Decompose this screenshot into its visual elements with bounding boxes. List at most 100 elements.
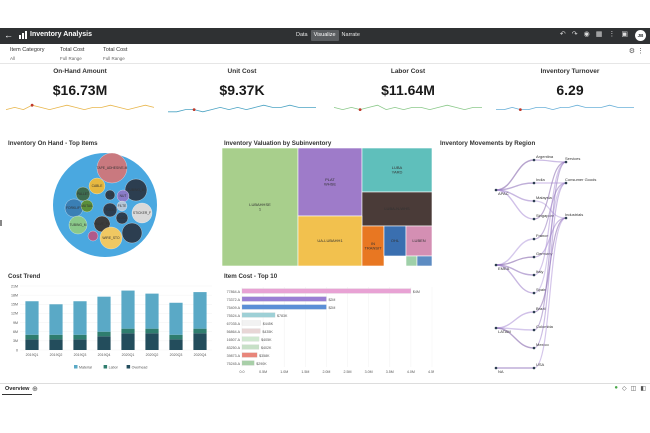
kpi-inventory-turnover[interactable]: Inventory Turnover 6.29 xyxy=(490,68,650,120)
legend-label: Overhead xyxy=(132,365,148,369)
save-icon[interactable]: ▣ xyxy=(621,31,628,38)
panel-icon[interactable]: ◧ xyxy=(640,386,646,392)
sankey-node xyxy=(532,237,536,241)
sankey-country-label: India xyxy=(536,177,545,182)
data-label: $290K xyxy=(256,362,267,366)
pin-icon[interactable]: ● xyxy=(614,385,619,391)
sankey-node xyxy=(532,291,536,295)
back-arrow-icon[interactable]: ← xyxy=(4,30,13,40)
sankey-region-label: EMEA xyxy=(498,266,510,271)
bar xyxy=(241,304,327,310)
treemap-cell xyxy=(405,255,418,266)
sankey-link xyxy=(495,327,535,349)
sankey-node xyxy=(532,328,536,332)
y-tick-label: 73372.A xyxy=(227,298,241,302)
y-tick-label: 9M xyxy=(13,321,18,325)
movements-sankey[interactable]: Argentina India Malaysia Singapore France Ger… xyxy=(488,150,598,375)
bubble-label: VALVE_PR xyxy=(94,222,111,226)
bar-segment xyxy=(97,331,111,337)
bar-segment xyxy=(73,334,87,340)
sankey-node xyxy=(494,326,498,330)
treemap-cell xyxy=(361,148,433,193)
bubble-label: TUBING_M xyxy=(127,188,144,192)
bar xyxy=(241,312,276,318)
kpi-value: $16.73M xyxy=(52,82,108,98)
undo-icon[interactable]: ↶ xyxy=(559,31,566,38)
avatar[interactable]: JB xyxy=(635,30,646,41)
top-items-bubble-chart[interactable]: TAPE_ADHESIVE-M CABLE TUBING_M PALLET FILTE N… xyxy=(50,148,160,263)
sankey-node xyxy=(564,181,568,185)
treemap-label: LUBA xyxy=(392,165,403,170)
bar xyxy=(241,320,261,326)
settings-icon[interactable]: ⚙ xyxy=(628,48,636,55)
y-tick-label: 0 xyxy=(16,348,18,352)
layout-icon[interactable]: ◫ xyxy=(630,386,637,392)
bar-segment xyxy=(97,296,111,332)
sankey-node xyxy=(494,366,498,370)
legend-label: Labor xyxy=(109,365,119,369)
bubble-label: WIRE_STO xyxy=(102,236,120,240)
data-label: $2M xyxy=(328,306,335,310)
more-icon[interactable]: ⋮ xyxy=(637,48,644,55)
y-tick-label: 12M xyxy=(11,312,18,316)
sankey-node xyxy=(564,216,568,220)
y-tick-label: 6M xyxy=(13,330,18,334)
filter-icon[interactable]: ◇ xyxy=(622,386,627,392)
redo-icon[interactable]: ↷ xyxy=(571,31,578,38)
kpi-label: Labor Cost xyxy=(390,68,426,75)
sankey-category-label: Consumer Goods xyxy=(565,177,596,182)
item-cost-chart[interactable]: 0.0 0.5M 1.0M 1.5M 2.0M 2.5M 3.0M 3.5M 4.0M 4.5M 7… xyxy=(222,282,434,377)
y-tick-label: 21M xyxy=(11,284,18,288)
data-label: $435K xyxy=(262,330,273,334)
menu-icon[interactable]: ⋮ xyxy=(608,31,616,38)
kpi-label: Inventory Turnover xyxy=(540,68,600,75)
sankey-link xyxy=(495,189,535,220)
preview-icon[interactable]: ◉ xyxy=(583,31,590,38)
filter-total-cost-2[interactable]: Total Cost Full Range xyxy=(103,47,127,61)
x-tick-label: 1.5M xyxy=(301,370,309,374)
item-cost-title: Item Cost - Top 10 xyxy=(224,273,278,280)
data-label: $4M xyxy=(413,290,420,294)
kpi-label: Unit Cost xyxy=(227,68,257,75)
add-canvas-icon[interactable]: ⊕ xyxy=(32,386,38,393)
filter-label: Item Category xyxy=(10,47,45,53)
bubble xyxy=(96,152,128,184)
tab-overview[interactable]: Overview xyxy=(2,384,33,395)
cost-trend-chart[interactable]: 0 3M 6M 9M 12M 15M 18M 21M 2019Q1 2019Q2 2019Q3 201… xyxy=(6,282,218,377)
sparkline-path xyxy=(5,104,155,111)
bubble xyxy=(131,202,153,224)
treemap-label: OHL xyxy=(391,238,400,243)
kpi-labor-cost[interactable]: Labor Cost $11.64M xyxy=(328,68,488,120)
kpi-label: On-Hand Amount xyxy=(53,68,107,75)
bar-segment xyxy=(169,302,183,335)
sankey-node xyxy=(494,263,498,267)
mode-data-tab[interactable]: Data xyxy=(296,32,308,38)
bubble xyxy=(115,211,129,225)
filter-value: All xyxy=(10,56,16,61)
x-tick-label: 4.5M xyxy=(428,370,434,374)
bar-segment xyxy=(97,336,111,350)
mode-narrate-tab[interactable]: Narrate xyxy=(341,32,360,38)
mode-visualize-tab[interactable]: Visualize xyxy=(310,30,339,41)
kpi-unit-cost[interactable]: Unit Cost $9.37K xyxy=(162,68,322,120)
sparkline-path xyxy=(168,104,316,113)
treemap-label: PLAT xyxy=(325,177,335,182)
x-tick-label: 2020Q4 xyxy=(194,353,207,357)
filter-item-category[interactable]: Item Category All xyxy=(10,47,45,61)
resize-handle[interactable] xyxy=(0,220,2,226)
y-tick-label: 75245.A xyxy=(227,362,241,366)
kpi-on-hand-amount[interactable]: On-Hand Amount $16.73M xyxy=(0,68,160,120)
sparkline-marker xyxy=(518,108,522,111)
legend-swatch xyxy=(103,365,108,369)
view-tools: ● ◇ ◫ ◧ xyxy=(614,385,646,392)
data-label: $358K xyxy=(259,354,270,358)
filter-total-cost-1[interactable]: Total Cost Full Range xyxy=(60,47,84,61)
filter-label: Total Cost xyxy=(60,47,85,53)
treemap-cell xyxy=(405,225,433,257)
sankey-country-label: USA xyxy=(536,362,545,367)
data-panel-icon[interactable]: ▦ xyxy=(595,31,603,38)
x-tick-label: 0.5M xyxy=(259,370,267,374)
sankey-link xyxy=(533,182,567,349)
sankey-node xyxy=(532,158,536,162)
